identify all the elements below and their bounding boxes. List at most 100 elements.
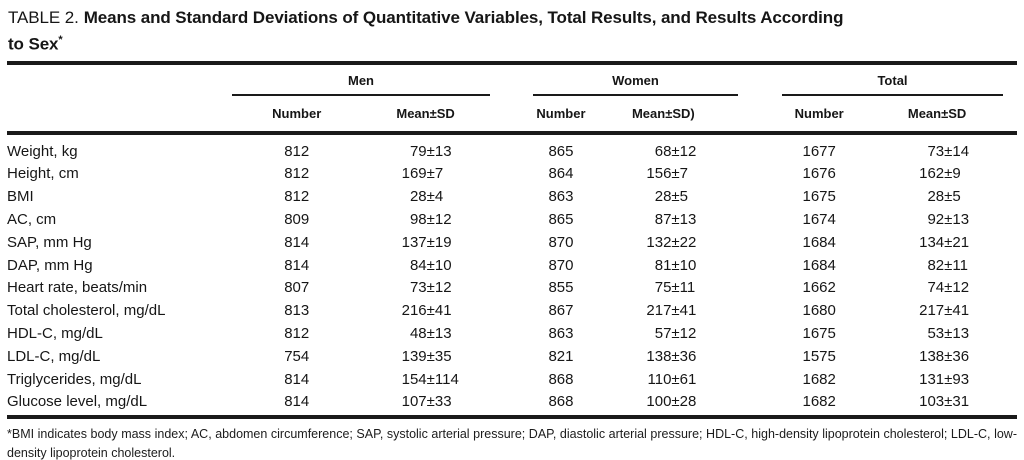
total-number-cell: 1680	[802, 302, 836, 320]
total-mean-cell: 28 ±5	[857, 188, 1017, 205]
total-mean-cell: 82 ±11	[857, 257, 1017, 274]
group-label-men: Men	[348, 72, 374, 88]
mean-value: 84	[409, 256, 427, 274]
sd-value: ±12	[944, 279, 970, 297]
mean-value: 131	[919, 370, 945, 388]
mean-value: 28	[927, 188, 945, 206]
sd-value: ±41	[944, 302, 970, 320]
table-row: LDL-C, mg/dL 754 139 ±35 821 138 ±36 1575 …	[7, 345, 1017, 368]
table-title-line2: to Sex	[8, 34, 59, 54]
mean-value: 68	[654, 142, 672, 160]
women-number-cell: 870	[548, 233, 574, 251]
group-label-women: Women	[612, 72, 659, 88]
mean-value: 103	[919, 393, 945, 411]
header-total-mean: Mean±SD	[907, 105, 967, 121]
variable-label: Height, cm	[7, 165, 79, 183]
mean-value: 28	[654, 188, 672, 206]
sd-value: ±13	[944, 324, 970, 342]
women-number-cell: 870	[548, 256, 574, 274]
variable-label: SAP, mm Hg	[7, 233, 92, 251]
sd-value: ±12	[426, 279, 452, 297]
mean-value: 28	[409, 188, 427, 206]
table-title: TABLE 2. Means and Standard Deviations of…	[7, 0, 1017, 56]
sd-value: ±7	[426, 165, 444, 183]
total-mean-cell: 217 ±41	[857, 302, 1017, 319]
men-number-cell: 807	[284, 279, 310, 297]
mean-value: 134	[919, 233, 945, 251]
sd-value: ±4	[426, 188, 444, 206]
group-label-total: Total	[877, 72, 908, 88]
mean-value: 138	[646, 347, 672, 365]
total-number-cell: 1675	[802, 188, 836, 206]
total-number-cell: 1575	[802, 347, 836, 365]
sd-value: ±11	[671, 279, 696, 297]
women-mean-cell: 132 ±22	[589, 234, 737, 251]
men-mean-cell: 48 ±13	[362, 325, 490, 342]
men-number-cell: 814	[284, 370, 310, 388]
sd-value: ±12	[426, 210, 452, 228]
women-mean-cell: 138 ±36	[589, 348, 737, 365]
women-mean-cell: 110 ±61	[589, 371, 737, 388]
group-spacer	[490, 65, 533, 96]
women-number-cell: 867	[548, 302, 574, 320]
mean-value: 48	[409, 324, 427, 342]
total-mean-cell: 92 ±13	[857, 211, 1017, 228]
table-row: AC, cm 809 98 ±12 865 87 ±13 1674 92 ±13	[7, 208, 1017, 231]
mean-value: 100	[646, 393, 672, 411]
mean-value: 217	[646, 302, 672, 320]
sd-value: ±21	[944, 233, 970, 251]
men-mean-cell: 79 ±13	[362, 143, 490, 160]
women-mean-cell: 100 ±28	[589, 393, 737, 410]
group-spacer	[738, 65, 782, 96]
header-men-number: Number	[272, 105, 322, 121]
mean-value: 92	[927, 210, 945, 228]
men-mean-cell: 28 ±4	[362, 188, 490, 205]
table-row: Height, cm 812 169 ±7 864 156 ±7 1676 162 ±…	[7, 162, 1017, 185]
variable-label: AC, cm	[7, 210, 57, 228]
men-number-cell: 814	[284, 233, 310, 251]
mean-value: 74	[927, 279, 945, 297]
sd-value: ±12	[671, 142, 697, 160]
sd-value: ±41	[426, 302, 452, 320]
mean-value: 57	[654, 324, 672, 342]
column-header-row: Number Mean±SD Number Mean±SD) Number Me…	[7, 96, 1017, 131]
total-mean-cell: 138 ±36	[857, 348, 1017, 365]
men-number-cell: 814	[284, 393, 310, 411]
mean-value: 98	[409, 210, 427, 228]
women-mean-cell: 217 ±41	[589, 302, 737, 319]
mean-value: 87	[654, 210, 672, 228]
mean-value: 107	[401, 393, 427, 411]
total-number-cell: 1674	[802, 210, 836, 228]
sd-value: ±28	[671, 393, 697, 411]
paper-table-figure: TABLE 2. Means and Standard Deviations of…	[7, 0, 1017, 460]
mean-value: 154	[401, 370, 427, 388]
sd-value: ±61	[671, 370, 697, 388]
table-title-line1: Means and Standard Deviations of Quantit…	[83, 8, 844, 27]
women-number-cell: 864	[548, 165, 574, 183]
total-number-cell: 1677	[802, 142, 836, 160]
sd-value: ±13	[426, 142, 452, 160]
variable-label: Glucose level, mg/dL	[7, 393, 148, 411]
header-women-mean: Mean±SD)	[631, 105, 695, 121]
sd-value: ±10	[426, 256, 452, 274]
mean-value: 53	[927, 324, 945, 342]
sd-value: ±9	[944, 165, 961, 183]
mean-value: 139	[401, 347, 427, 365]
table-row: SAP, mm Hg 814 137 ±19 870 132 ±22 1684 13…	[7, 231, 1017, 254]
men-number-cell: 809	[284, 210, 310, 228]
mean-value: 216	[401, 302, 427, 320]
mean-value: 79	[409, 142, 427, 160]
women-mean-cell: 81 ±10	[589, 257, 737, 274]
women-number-cell: 855	[548, 279, 574, 297]
sd-value: ±13	[426, 324, 452, 342]
women-mean-cell: 156 ±7	[589, 165, 737, 182]
bottom-rule	[7, 415, 1017, 420]
variable-label: Triglycerides, mg/dL	[7, 370, 142, 388]
men-number-cell: 812	[284, 324, 310, 342]
mean-value: 73	[409, 279, 427, 297]
top-rule	[7, 60, 1017, 65]
women-number-cell: 863	[548, 188, 574, 206]
women-number-cell: 865	[548, 210, 574, 228]
table-row: HDL-C, mg/dL 812 48 ±13 863 57 ±12 1675 53…	[7, 322, 1017, 345]
total-number-cell: 1675	[802, 324, 836, 342]
